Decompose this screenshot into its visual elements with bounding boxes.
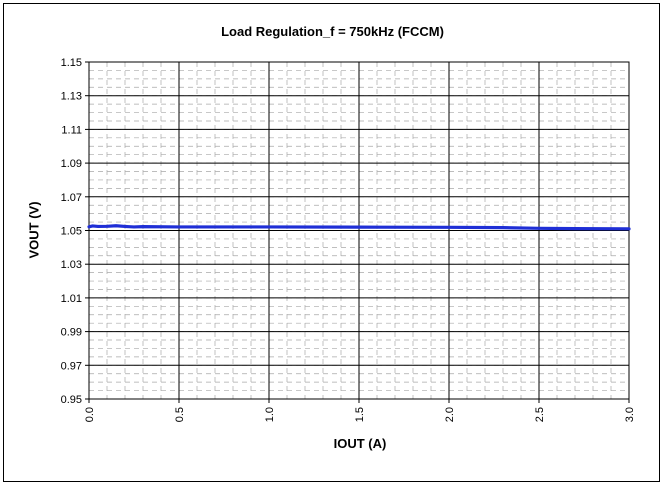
- y-tick-label: 1.07: [61, 192, 82, 204]
- y-tick-label: 1.15: [61, 57, 82, 69]
- y-tick-label: 1.05: [61, 226, 82, 238]
- x-tick-label: 1.0: [264, 407, 276, 422]
- x-tick-labels: 0.0 0.5 1.0 1.5 2.0 2.5 3.0: [84, 399, 636, 422]
- y-tick-labels: 1.15 1.13 1.11 1.09 1.07 1.05 1.03 1.01 0.99 0.97…: [61, 57, 89, 406]
- series-line-0: [87, 224, 631, 231]
- x-axis-title: IOUT (A): [333, 436, 387, 451]
- x-tick-label: 0.0: [84, 407, 96, 422]
- x-tick-label: 1.5: [354, 407, 366, 422]
- y-tick-label: 0.99: [61, 327, 82, 339]
- x-tick-label: 2.0: [444, 407, 456, 422]
- y-tick-label: 1.11: [61, 124, 82, 136]
- y-tick-label: 1.01: [61, 293, 82, 305]
- y-tick-label: 0.97: [61, 360, 82, 372]
- y-tick-label: 1.13: [61, 91, 82, 103]
- chart-title: Load Regulation_f = 750kHz (FCCM): [221, 24, 444, 39]
- y-tick-label: 0.95: [61, 394, 82, 406]
- chart-frame: [3, 3, 660, 482]
- x-tick-label: 0.5: [174, 407, 186, 422]
- y-tick-label: 1.09: [61, 158, 82, 170]
- y-tick-label: 1.03: [61, 259, 82, 271]
- series-layer: [87, 224, 631, 231]
- x-tick-label: 2.5: [534, 407, 546, 422]
- x-tick-label: 3.0: [624, 407, 636, 422]
